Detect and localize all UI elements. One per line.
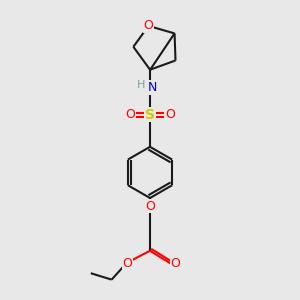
Text: O: O: [125, 108, 135, 121]
Text: O: O: [144, 20, 154, 32]
Text: N: N: [148, 81, 157, 94]
Text: S: S: [145, 108, 155, 122]
Text: O: O: [123, 257, 133, 270]
Text: H: H: [137, 80, 145, 90]
Text: O: O: [165, 108, 175, 121]
Text: O: O: [145, 200, 155, 212]
Text: O: O: [171, 257, 181, 270]
